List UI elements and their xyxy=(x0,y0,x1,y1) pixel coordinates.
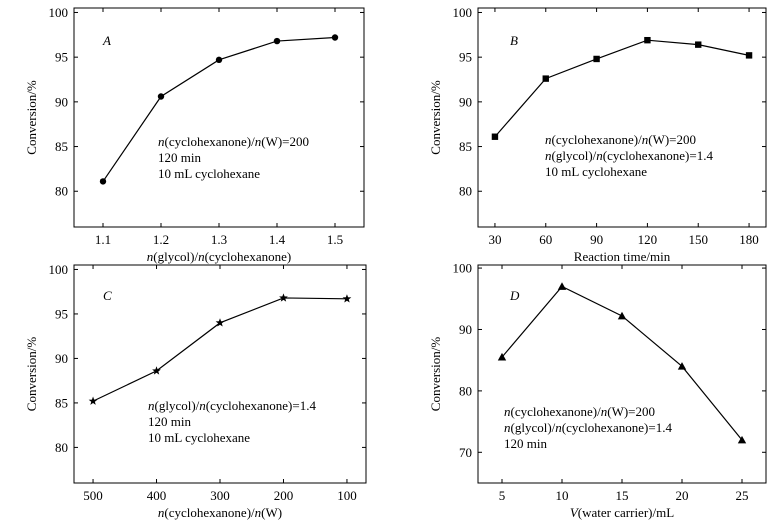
data-point xyxy=(99,178,107,185)
x-tick-label: 1.1 xyxy=(95,232,111,247)
x-tick-label: 300 xyxy=(210,488,230,503)
x-tick-label: 120 xyxy=(638,232,658,247)
condition-annotation: 10 mL cyclohexane xyxy=(158,166,260,181)
plot-frame xyxy=(73,264,367,484)
x-tick-label: 90 xyxy=(590,232,603,247)
x-tick-label: 180 xyxy=(739,232,759,247)
x-tick-label: 1.3 xyxy=(211,232,227,247)
series-line xyxy=(92,297,347,402)
y-axis-label: Conversion/% xyxy=(428,80,443,155)
y-tick-label: 95 xyxy=(459,50,472,65)
data-point xyxy=(88,396,98,405)
y-tick-label: 100 xyxy=(453,5,473,20)
condition-annotation: n(cyclohexanone)/n(W)=200 xyxy=(158,134,309,149)
condition-annotation: n(glycol)/n(cyclohexanone)=1.4 xyxy=(148,398,316,413)
condition-annotation: n(glycol)/n(cyclohexanone)=1.4 xyxy=(545,148,713,163)
y-tick-label: 80 xyxy=(459,184,472,199)
x-axis-label: V(water carrier)/mL xyxy=(570,505,674,520)
y-tick-label: 90 xyxy=(459,94,472,109)
panel-label: B xyxy=(510,33,518,48)
y-tick-label: 70 xyxy=(459,445,472,460)
y-tick-label: 100 xyxy=(49,5,69,20)
y-tick-label: 80 xyxy=(55,184,68,199)
y-tick-label: 80 xyxy=(459,383,472,398)
x-tick-label: 1.4 xyxy=(269,232,286,247)
data-point xyxy=(152,366,161,375)
condition-annotation: 120 min xyxy=(504,436,547,451)
y-axis-label: Conversion/% xyxy=(24,80,39,155)
x-tick-label: 15 xyxy=(616,488,629,503)
y-tick-label: 95 xyxy=(55,306,68,321)
chart-panel-c: 500 400 300 200 100 80 85 90 95 100 n(cyclohexanon… xyxy=(24,262,367,520)
data-point xyxy=(695,41,702,48)
data-point xyxy=(157,93,165,100)
panel-label: D xyxy=(509,288,520,303)
data-point xyxy=(273,37,281,45)
x-axis-label: n(cyclohexanone)/n(W) xyxy=(158,505,282,520)
x-tick-label: 500 xyxy=(83,488,103,503)
y-axis-label: Conversion/% xyxy=(428,337,443,412)
condition-annotation: 10 mL cyclohexane xyxy=(545,164,647,179)
y-tick-label: 90 xyxy=(459,322,472,337)
y-tick-label: 100 xyxy=(453,261,473,276)
data-point xyxy=(215,56,223,64)
y-axis-label: Conversion/% xyxy=(24,337,39,412)
x-tick-label: 60 xyxy=(539,232,552,247)
x-tick-label: 1.2 xyxy=(153,232,169,247)
y-tick-label: 85 xyxy=(459,139,472,154)
data-point xyxy=(279,293,288,302)
data-point xyxy=(215,318,225,327)
x-tick-label: 5 xyxy=(499,488,506,503)
plot-frame xyxy=(73,7,365,228)
data-point xyxy=(331,34,339,41)
x-tick-label: 200 xyxy=(274,488,294,503)
y-tick-label: 100 xyxy=(49,262,69,277)
y-tick-label: 90 xyxy=(55,94,68,109)
x-axis-label: n(glycol)/n(cyclohexanone) xyxy=(147,249,291,264)
condition-annotation: 120 min xyxy=(158,150,201,165)
x-tick-label: 400 xyxy=(147,488,167,503)
y-tick-label: 80 xyxy=(55,440,68,455)
x-tick-label: 10 xyxy=(556,488,569,503)
data-point xyxy=(491,133,499,140)
data-point xyxy=(557,282,567,290)
x-tick-label: 25 xyxy=(736,488,749,503)
condition-annotation: n(cyclohexanone)/n(W)=200 xyxy=(545,132,696,147)
chart-panel-a: 1.1 1.2 1.3 1.4 1.5 80 85 90 95 100 n(glycol)/n(cy… xyxy=(24,5,365,264)
condition-annotation: 120 min xyxy=(148,414,191,429)
condition-annotation: 10 mL cyclohexane xyxy=(148,430,250,445)
x-tick-label: 20 xyxy=(676,488,689,503)
panel-label: A xyxy=(102,33,111,48)
x-tick-label: 30 xyxy=(488,232,501,247)
data-point xyxy=(745,52,753,59)
data-point xyxy=(497,352,507,361)
y-tick-label: 85 xyxy=(55,139,68,154)
data-point xyxy=(677,362,687,370)
y-tick-label: 90 xyxy=(55,351,68,366)
x-tick-label: 150 xyxy=(688,232,708,247)
x-tick-label: 100 xyxy=(337,488,357,503)
x-axis-label: Reaction time/min xyxy=(574,249,671,264)
data-point xyxy=(542,75,549,82)
data-point xyxy=(737,435,747,444)
chart-panel-d: 5 10 15 20 25 70 80 90 100 V(water carrier)/mL Con… xyxy=(428,261,767,520)
data-point xyxy=(617,311,627,320)
data-point xyxy=(644,36,651,44)
x-tick-label: 1.5 xyxy=(327,232,343,247)
plot-frame xyxy=(477,7,767,228)
data-point xyxy=(342,294,352,303)
panel-label: C xyxy=(103,288,112,303)
chart-panel-b: 30 60 90 120 150 180 80 85 90 95 100 Reaction time/… xyxy=(428,5,767,264)
condition-annotation: n(cyclohexanone)/n(W)=200 xyxy=(504,404,655,419)
y-tick-label: 85 xyxy=(55,395,68,410)
series-line xyxy=(494,39,750,138)
data-point xyxy=(593,55,600,63)
condition-annotation: n(glycol)/n(cyclohexanone)=1.4 xyxy=(504,420,672,435)
y-tick-label: 95 xyxy=(55,50,68,65)
